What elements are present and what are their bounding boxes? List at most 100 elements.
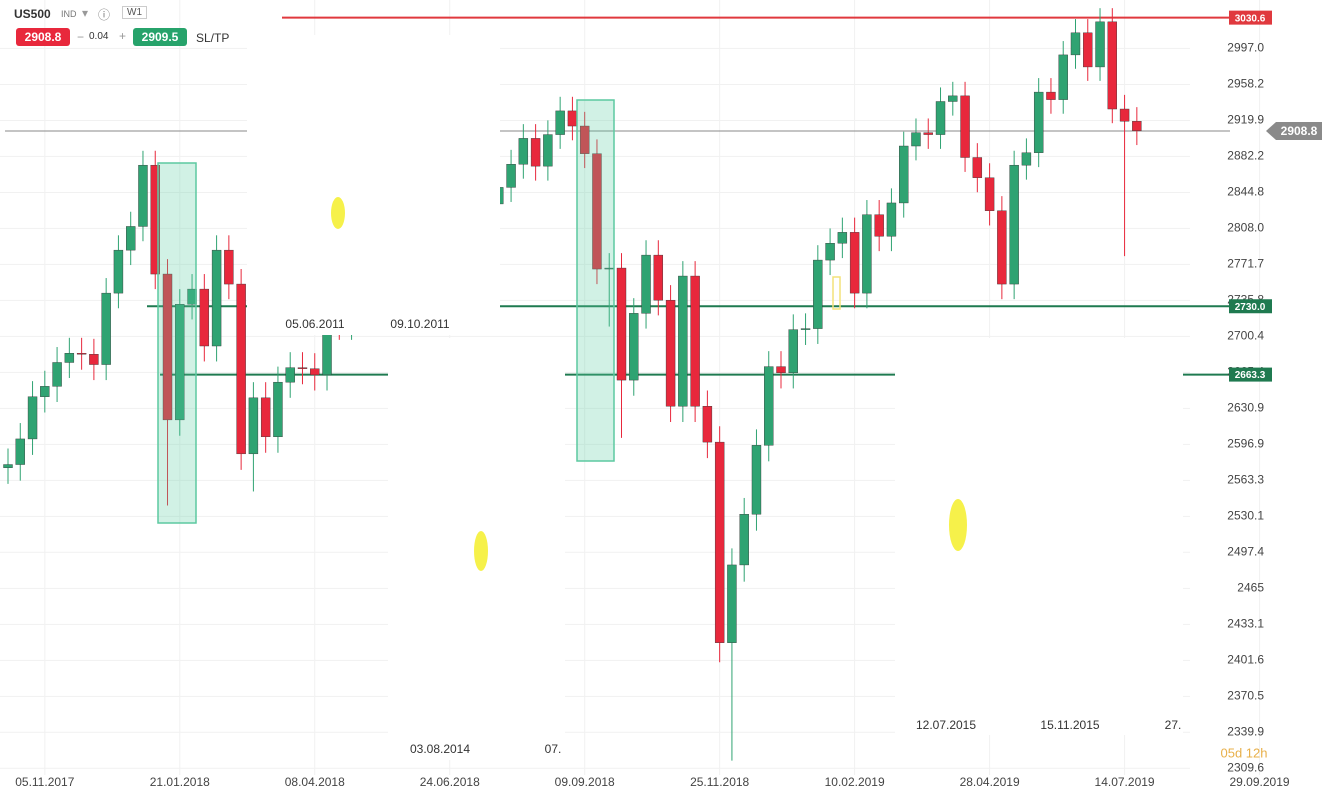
candle-body [849,232,860,294]
candle-body [248,397,259,455]
level-tag [1229,299,1272,314]
y-tick-label: 2563.3 [1227,473,1264,487]
symbol-kind: IND [61,9,77,19]
candle-body [1119,108,1130,122]
candle-body [1046,91,1056,100]
candle-body [199,288,210,347]
plus[interactable]: + [119,29,127,43]
candle-body [211,249,222,347]
countdown: 05d 12h [1221,745,1268,760]
candle-body [1009,164,1019,285]
candle-body [714,441,725,643]
candle-body [89,354,99,365]
inset-date: 07. [545,742,562,756]
candle-body [960,95,970,158]
timeframe[interactable]: W1 [122,6,147,19]
inset-date: 15.11.2015 [1040,718,1099,732]
candle-body [1070,32,1081,56]
candle-body [690,275,700,407]
highlight-box [576,99,615,462]
y-tick-label: 2596.9 [1227,437,1264,451]
candle-body [40,386,50,397]
level-tag-label: 3030.6 [1235,13,1266,24]
highlight-marker [474,531,488,571]
inset-date: 12.07.2015 [916,718,976,732]
highlight-marker [832,276,841,310]
candle-body [1107,21,1118,110]
y-tick-label: 2808.0 [1227,221,1264,235]
candle-body [800,328,811,330]
candle-body [911,132,921,147]
candle-body [641,254,651,314]
candle-body [813,259,823,329]
inset-date: 27. [1165,718,1182,732]
candle-body [1033,91,1044,153]
highlight-marker [949,499,967,551]
sltp-button[interactable]: SL/TP [196,31,230,45]
price-tag-label: 2908.8 [1281,124,1318,138]
candle-body [297,367,308,369]
highlight-marker [331,197,345,229]
level-tag-label: 2730.0 [1235,302,1266,313]
inset: 03.08.2014 07. [388,338,565,760]
candle-body [935,101,946,135]
dropdown-icon[interactable]: ▾ [82,6,89,20]
y-tick-label: 2630.9 [1227,401,1264,415]
sell-price[interactable]: 2908.8 [16,28,70,46]
candle-body [629,313,639,381]
y-tick-label: 2919.9 [1227,113,1264,127]
x-tick-label: 24.06.2018 [420,775,480,789]
candle-body [506,164,516,188]
candle-body [592,153,602,270]
x-tick-label: 08.04.2018 [285,775,345,789]
candle-body [702,406,713,443]
symbol[interactable]: US500 [14,7,51,21]
candle-body [518,138,529,165]
x-tick-label: 28.04.2019 [960,775,1020,789]
candle-body [101,292,111,365]
candle-body [260,397,271,438]
candle-body [972,157,983,178]
level-tag [1229,10,1272,25]
y-tick-label: 2771.7 [1227,257,1264,271]
candle-body [616,267,627,381]
inset: 05.06.2011 09.10.2011 [247,35,500,335]
candle-body [1083,32,1093,68]
x-tick-label: 21.01.2018 [150,775,210,789]
candle-body [1132,121,1142,131]
y-tick-label: 2530.1 [1227,509,1264,523]
highlight-box [157,162,197,524]
candle-body [138,164,148,227]
candle-body [862,214,872,294]
y-tick-label: 2370.5 [1227,689,1264,703]
candle-body [997,210,1007,285]
y-tick-label: 2958.2 [1227,77,1264,91]
minus[interactable]: − [77,30,85,44]
candle-body [923,132,933,135]
candle-body [125,226,136,251]
inset: 12.07.2015 15.11.2015 27. [895,338,1183,735]
buy-price[interactable]: 2909.5 [133,28,187,46]
candle-body [1021,152,1032,166]
y-tick-label: 2433.1 [1227,617,1264,631]
spread: 0.04 [89,31,109,42]
candle-body [1095,21,1105,68]
candle-body [653,254,664,301]
y-tick-label: 2465 [1237,581,1264,595]
candle-body [899,145,909,204]
candle-body [788,329,798,374]
candle-body [285,367,295,383]
candle-body [64,353,75,363]
candle-body [273,381,283,438]
y-tick-label: 2339.9 [1227,724,1264,738]
candle-body [739,514,749,566]
candle-body [764,366,774,446]
candle-body [1058,54,1068,100]
info-icon[interactable]: ⓘ [98,8,111,22]
candle-body [310,368,320,376]
candle-body [150,164,160,275]
y-tick-label: 2401.6 [1227,653,1264,667]
x-tick-label: 05.11.2017 [15,775,74,789]
candle-body [3,464,13,468]
